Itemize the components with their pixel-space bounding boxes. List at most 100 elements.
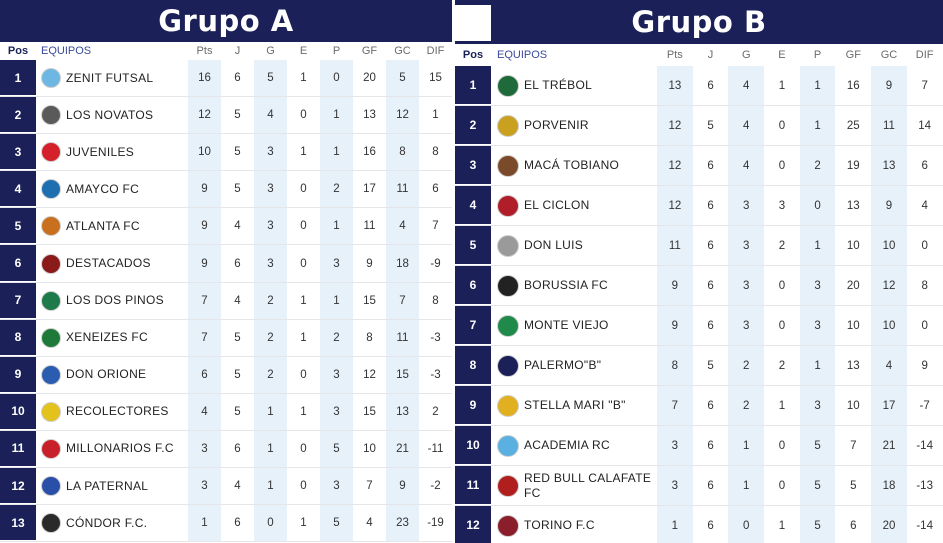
table-row[interactable]: 7 MONTE VIEJO 9 6 3 0 3 10 10 0 xyxy=(455,306,943,346)
table-row[interactable]: 12 LA PATERNAL 3 4 1 0 3 7 9 -2 xyxy=(0,468,452,506)
stat-cell: 6 xyxy=(707,319,714,332)
team-name[interactable]: PALERMO"B" xyxy=(524,358,602,372)
team-cell[interactable]: CÓNDOR F.C. xyxy=(36,505,188,541)
table-row[interactable]: 3 JUVENILES 10 5 3 1 1 16 8 8 xyxy=(0,134,452,172)
stat-cell: 1 xyxy=(254,430,287,468)
stat-cell: 1 xyxy=(728,466,765,505)
team-cell[interactable]: DON ORIONE xyxy=(36,357,188,393)
team-name[interactable]: DESTACADOS xyxy=(66,256,151,271)
team-name[interactable]: EL CICLON xyxy=(524,198,590,212)
team-cell[interactable]: AMAYCO FC xyxy=(36,171,188,207)
team-name[interactable]: CÓNDOR F.C. xyxy=(66,515,148,530)
team-name[interactable]: ZENIT FUTSAL xyxy=(66,70,154,85)
team-name[interactable]: BORUSSIA FC xyxy=(524,278,608,292)
team-name[interactable]: ACADEMIA RC xyxy=(524,438,610,452)
team-name[interactable]: JUVENILES xyxy=(66,144,135,159)
team-cell[interactable]: ATLANTA FC xyxy=(36,208,188,244)
position-cell: 10 xyxy=(0,393,36,430)
team-cell[interactable]: PALERMO"B" xyxy=(491,346,657,385)
table-row[interactable]: 9 STELLA MARI "B" 7 6 2 1 3 10 17 -7 xyxy=(455,386,943,426)
team-cell[interactable]: LOS DOS PINOS xyxy=(36,283,188,319)
position-cell: 7 xyxy=(455,306,491,345)
team-cell[interactable]: ZENIT FUTSAL xyxy=(36,60,188,96)
team-cell[interactable]: RED BULL CALAFATE FC xyxy=(491,466,657,505)
table-row[interactable]: 10 RECOLECTORES 4 5 1 1 3 15 13 2 xyxy=(0,393,452,431)
team-name[interactable]: MILLONARIOS F.C xyxy=(66,441,174,456)
team-name[interactable]: DON LUIS xyxy=(524,238,584,252)
table-row[interactable]: 12 TORINO F.C 1 6 0 1 5 6 20 -14 xyxy=(455,506,943,543)
team-cell[interactable]: STELLA MARI "B" xyxy=(491,386,657,425)
stat-cell: 3 xyxy=(778,199,786,212)
team-name[interactable]: RED BULL CALAFATE FC xyxy=(524,470,652,500)
team-name[interactable]: TORINO F.C xyxy=(524,518,595,532)
table-row[interactable]: 5 ATLANTA FC 9 4 3 0 1 11 4 7 xyxy=(0,208,452,246)
table-row[interactable]: 1 EL TRÉBOL 13 6 4 1 1 16 9 7 xyxy=(455,66,943,106)
stat-cell: 0 xyxy=(778,439,786,452)
table-row[interactable]: 11 MILLONARIOS F.C 3 6 1 0 5 10 21 -11 xyxy=(0,430,452,469)
table-row[interactable]: 11 RED BULL CALAFATE FC 3 6 1 0 5 5 18 -13 xyxy=(455,466,943,506)
team-cell[interactable]: MONTE VIEJO xyxy=(491,306,657,345)
team-cell[interactable]: BORUSSIA FC xyxy=(491,266,657,305)
team-name[interactable]: LOS DOS PINOS xyxy=(66,293,164,308)
team-cell[interactable]: ACADEMIA RC xyxy=(491,426,657,465)
table-row[interactable]: 2 PORVENIR 12 5 4 0 1 25 11 14 xyxy=(455,106,943,146)
table-row[interactable]: 6 DESTACADOS 9 6 3 0 3 9 18 -9 xyxy=(0,245,452,283)
team-cell[interactable]: MILLONARIOS F.C xyxy=(36,431,188,467)
stat-cell: 7 xyxy=(188,319,221,356)
team-name[interactable]: MONTE VIEJO xyxy=(524,318,609,332)
stat-cell: 11 xyxy=(871,106,907,145)
team-crest-icon xyxy=(497,514,519,537)
table-row[interactable]: 5 DON LUIS 11 6 3 2 1 10 10 0 xyxy=(455,226,943,266)
column-stat-label: J xyxy=(707,49,714,61)
team-name[interactable]: EL TRÉBOL xyxy=(524,78,593,92)
table-row[interactable]: 7 LOS DOS PINOS 7 4 2 1 1 15 7 8 xyxy=(0,282,452,320)
team-name[interactable]: LA PATERNAL xyxy=(66,478,149,493)
table-row[interactable]: 1 ZENIT FUTSAL 16 6 5 1 0 20 5 15 xyxy=(0,60,452,98)
table-row[interactable]: 4 EL CICLON 12 6 3 3 0 13 9 4 xyxy=(455,186,943,226)
team-name[interactable]: STELLA MARI "B" xyxy=(524,398,626,412)
group-header: Grupo B xyxy=(455,0,943,44)
stat-cell: 5 xyxy=(850,479,857,492)
team-cell[interactable]: JUVENILES xyxy=(36,134,188,170)
team-name[interactable]: PORVENIR xyxy=(524,118,589,132)
team-cell[interactable]: DON LUIS xyxy=(491,226,657,265)
stat-cell: 6 xyxy=(707,439,714,452)
table-row[interactable]: 3 MACÁ TOBIANO 12 6 4 0 2 19 13 6 xyxy=(455,146,943,186)
stat-cell: 10 xyxy=(846,319,860,332)
stat-cell: 2 xyxy=(778,239,786,252)
column-team-label: EQUIPOS xyxy=(41,45,92,57)
team-cell[interactable]: EL CICLON xyxy=(491,186,657,225)
table-row[interactable]: 10 ACADEMIA RC 3 6 1 0 5 7 21 -14 xyxy=(455,426,943,466)
team-cell[interactable]: RECOLECTORES xyxy=(36,394,188,430)
team-name[interactable]: MACÁ TOBIANO xyxy=(524,158,620,172)
stat-cell: -14 xyxy=(916,519,933,532)
team-cell[interactable]: LOS NOVATOS xyxy=(36,97,188,133)
team-name[interactable]: ATLANTA FC xyxy=(66,218,140,233)
table-row[interactable]: 9 DON ORIONE 6 5 2 0 3 12 15 -3 xyxy=(0,356,452,394)
stat-cell: 3 xyxy=(320,468,353,505)
table-row[interactable]: 8 PALERMO"B" 8 5 2 2 1 13 4 9 xyxy=(455,346,943,386)
table-row[interactable]: 8 XENEIZES FC 7 5 2 1 2 8 11 -3 xyxy=(0,319,452,357)
team-cell[interactable]: DESTACADOS xyxy=(36,245,188,281)
team-cell[interactable]: MACÁ TOBIANO xyxy=(491,146,657,185)
team-name[interactable]: LOS NOVATOS xyxy=(66,107,154,122)
team-cell[interactable]: LA PATERNAL xyxy=(36,468,188,504)
table-row[interactable]: 13 CÓNDOR F.C. 1 6 0 1 5 4 23 -19 xyxy=(0,505,452,543)
group-a-table: Grupo A Pos EQUIPOS Pts J G E P GF GC DIF 1 ZENIT … xyxy=(0,0,452,543)
team-name[interactable]: RECOLECTORES xyxy=(66,404,169,419)
stat-cell: 4 xyxy=(234,480,241,493)
table-row[interactable]: 6 BORUSSIA FC 9 6 3 0 3 20 12 8 xyxy=(455,266,943,306)
table-row[interactable]: 2 LOS NOVATOS 12 5 4 0 1 13 12 1 xyxy=(0,97,452,135)
team-name[interactable]: AMAYCO FC xyxy=(66,181,140,196)
team-name[interactable]: DON ORIONE xyxy=(66,367,147,382)
team-crest-icon xyxy=(497,114,519,137)
team-cell[interactable]: EL TRÉBOL xyxy=(491,66,657,105)
table-row[interactable]: 4 AMAYCO FC 9 5 3 0 2 17 11 6 xyxy=(0,171,452,209)
team-name[interactable]: XENEIZES FC xyxy=(66,330,148,345)
stat-cell: 0 xyxy=(300,257,307,270)
stat-cell: 0 xyxy=(778,159,786,172)
team-cell[interactable]: TORINO F.C xyxy=(491,506,657,543)
team-cell[interactable]: XENEIZES FC xyxy=(36,320,188,356)
stat-cell: 20 xyxy=(871,506,907,543)
team-cell[interactable]: PORVENIR xyxy=(491,106,657,145)
